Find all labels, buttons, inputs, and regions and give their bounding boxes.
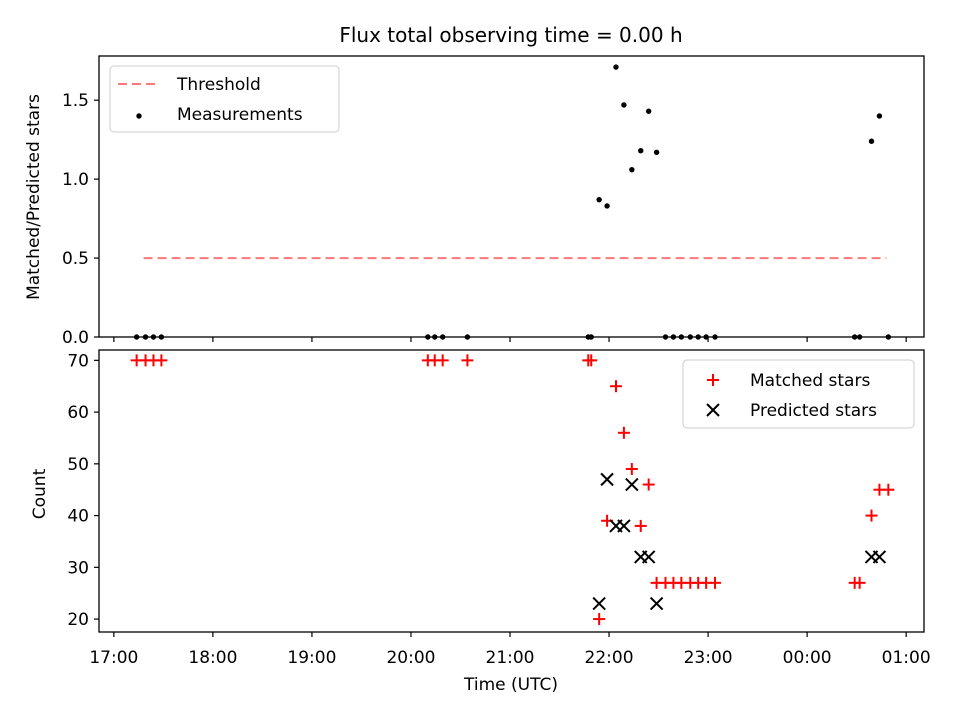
measurement-point bbox=[868, 138, 875, 144]
ratio-legend: Threshold Measurements bbox=[109, 65, 340, 133]
measurements-legend-label: Measurements bbox=[177, 105, 303, 125]
predicted-legend-label: Predicted stars bbox=[750, 401, 877, 421]
predicted-star-point bbox=[641, 550, 656, 564]
measurement-point bbox=[876, 113, 883, 119]
matched-legend-label: Matched stars bbox=[750, 371, 870, 391]
measurement-point bbox=[670, 334, 677, 340]
count-panel: 20 30 40 50 60 70 17:00 18:00 19:00 20:00 21:00 22… bbox=[30, 349, 931, 695]
measurement-point bbox=[158, 334, 165, 340]
predicted-star-point bbox=[617, 519, 631, 533]
count-y-tick-label: 50 bbox=[67, 455, 89, 475]
measurement-point bbox=[432, 334, 438, 340]
measurement-point bbox=[439, 334, 446, 340]
matched-star-point bbox=[625, 463, 638, 476]
ratio-y-tick-label: 0.5 bbox=[62, 249, 89, 269]
ratio-plot-frame bbox=[98, 55, 925, 338]
ratio-y-ticks: 0.0 0.5 1.0 1.5 bbox=[62, 91, 99, 348]
count-legend: Matched stars Predicted stars bbox=[682, 359, 915, 429]
ratio-y-tick-label: 1.5 bbox=[62, 91, 89, 111]
count-y-tick-label: 60 bbox=[67, 403, 89, 423]
count-y-tick-label: 40 bbox=[67, 507, 89, 527]
measurement-point bbox=[142, 334, 149, 340]
measurement-point bbox=[621, 102, 627, 108]
count-y-label: Count bbox=[30, 468, 50, 519]
count-x-tick-label: 23:00 bbox=[684, 648, 733, 668]
predicted-star-point bbox=[649, 596, 664, 611]
predicted-star-point bbox=[592, 596, 606, 611]
measurement-point bbox=[687, 334, 693, 340]
count-plot-frame bbox=[98, 349, 925, 633]
ratio-legend-box bbox=[109, 65, 340, 133]
matched-legend-swatch bbox=[707, 374, 719, 386]
measurement-point bbox=[596, 196, 602, 203]
ratio-panel: 0.0 0.5 1.0 1.5 Matched/Predicted stars Thr… bbox=[24, 55, 925, 348]
predicted-star-point bbox=[625, 477, 639, 492]
measurement-point bbox=[133, 334, 140, 340]
measurement-point bbox=[638, 148, 644, 154]
count-x-tick-label: 22:00 bbox=[585, 648, 634, 668]
matched-star-point bbox=[609, 380, 622, 393]
count-x-tick-label: 01:00 bbox=[882, 648, 931, 668]
measurement-point bbox=[629, 166, 635, 173]
measurement-point bbox=[425, 334, 431, 340]
count-x-tick-label: 17:00 bbox=[89, 648, 138, 668]
measurement-point bbox=[662, 334, 669, 340]
predicted-star-point bbox=[872, 550, 887, 564]
measurement-point bbox=[851, 334, 858, 340]
matched-star-point bbox=[865, 509, 878, 522]
chart-title: Flux total observing time = 0.00 h bbox=[339, 23, 682, 47]
predicted-legend-swatch bbox=[706, 403, 720, 417]
count-x-tick-label: 19:00 bbox=[287, 648, 336, 668]
measurement-point bbox=[712, 334, 718, 340]
measurement-point bbox=[150, 334, 157, 340]
measurement-point bbox=[604, 203, 610, 209]
measurement-point bbox=[885, 334, 892, 340]
count-y-tick-label: 70 bbox=[67, 351, 89, 371]
count-x-tick-label: 21:00 bbox=[486, 648, 535, 668]
measurement-point bbox=[464, 334, 471, 340]
ratio-y-tick-label: 1.0 bbox=[62, 170, 89, 190]
measurement-point bbox=[653, 149, 660, 155]
measurement-points bbox=[133, 64, 892, 340]
predicted-star-point bbox=[600, 472, 614, 487]
measurement-point bbox=[695, 334, 701, 340]
count-x-tick-label: 18:00 bbox=[188, 648, 237, 668]
matched-star-point bbox=[634, 519, 647, 532]
measurement-point bbox=[588, 334, 594, 340]
threshold-legend-label: Threshold bbox=[176, 75, 261, 95]
matched-star-point bbox=[642, 478, 655, 491]
count-y-ticks: 20 30 40 50 60 70 bbox=[67, 351, 99, 630]
count-x-ticks: 17:00 18:00 19:00 20:00 21:00 22:00 23:00 00:00… bbox=[89, 632, 931, 668]
matched-star-point bbox=[853, 576, 866, 589]
matched-star-point bbox=[155, 354, 168, 367]
ratio-y-label: Matched/Predicted stars bbox=[24, 94, 44, 300]
count-legend-box bbox=[682, 359, 915, 429]
measurement-point bbox=[856, 334, 863, 340]
measurement-point bbox=[645, 108, 652, 114]
predicted-stars-points bbox=[592, 472, 887, 611]
measurement-point bbox=[613, 64, 619, 70]
matched-star-point bbox=[709, 576, 722, 589]
time-x-label: Time (UTC) bbox=[463, 675, 558, 695]
count-y-tick-label: 20 bbox=[67, 610, 89, 630]
matched-star-point bbox=[461, 354, 474, 367]
count-x-tick-label: 00:00 bbox=[783, 648, 832, 668]
matched-star-point bbox=[436, 354, 449, 367]
matched-star-point bbox=[593, 613, 606, 626]
measurement-point bbox=[678, 334, 685, 340]
matched-star-point bbox=[617, 426, 630, 439]
measurements-legend-swatch bbox=[136, 113, 142, 119]
matched-stars-points bbox=[130, 354, 895, 626]
count-x-tick-label: 20:00 bbox=[386, 648, 435, 668]
matched-star-point bbox=[585, 354, 598, 367]
measurement-point bbox=[703, 334, 709, 340]
matched-star-point bbox=[882, 483, 895, 496]
ratio-y-tick-label: 0.0 bbox=[62, 328, 89, 348]
ratio-x-ticks bbox=[113, 337, 907, 342]
count-y-tick-label: 30 bbox=[67, 558, 89, 578]
